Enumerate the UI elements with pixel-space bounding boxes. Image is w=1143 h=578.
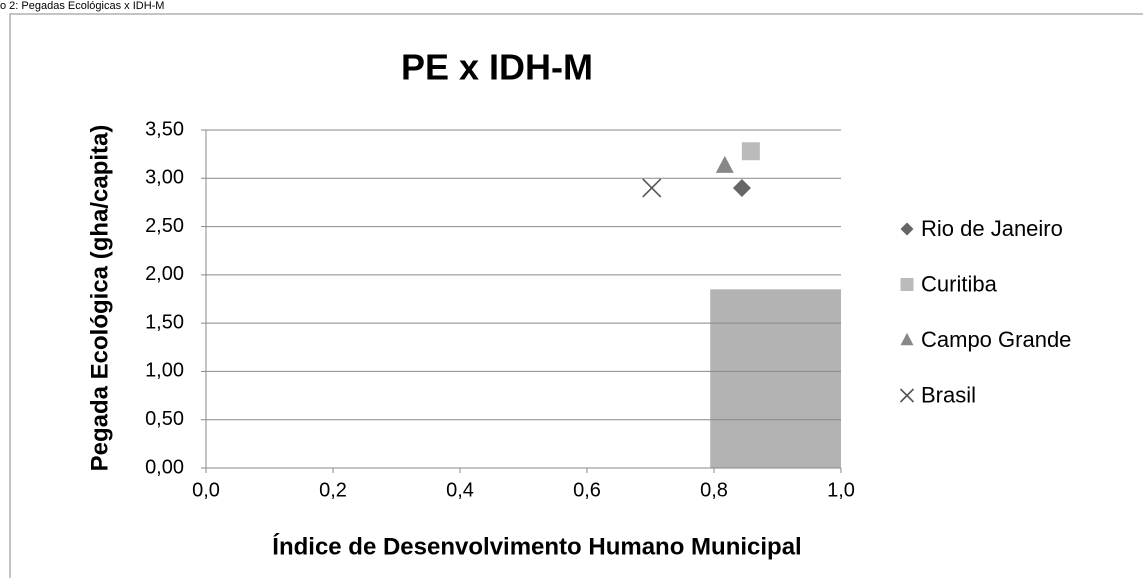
x-tick-label: 0,0 [192, 479, 220, 501]
point [715, 155, 734, 173]
legend-label: Brasil [921, 382, 976, 407]
point [642, 178, 662, 198]
x-tick-label: 0,6 [573, 479, 601, 501]
x-tick-label: 0,4 [446, 479, 474, 501]
shaded-region [710, 289, 841, 468]
y-tick-label: 3,00 [145, 167, 184, 189]
y-tick-label: 3,50 [145, 118, 184, 140]
x-axis-label: Índice de Desenvolvimento Humano Municip… [272, 532, 801, 560]
y-tick-label: 0,00 [145, 456, 184, 478]
point [741, 142, 760, 161]
x-tick-label: 0,2 [319, 479, 347, 501]
chart-title: PE x IDH-M [401, 47, 593, 88]
y-axis-label: Pegada Ecológica (gha/capita) [86, 125, 113, 472]
legend-marker [900, 332, 914, 346]
y-tick-label: 1,00 [145, 360, 184, 382]
legend-marker [899, 388, 915, 403]
point [732, 178, 751, 197]
x-tick-label: 1,0 [827, 479, 855, 501]
legend-marker [900, 222, 914, 236]
x-tick-label: 0,8 [700, 479, 728, 501]
legend-label: Rio de Janeiro [921, 216, 1063, 241]
y-tick-label: 1,50 [145, 311, 184, 333]
y-tick-label: 0,50 [145, 408, 184, 430]
y-tick-label: 2,00 [145, 263, 184, 285]
caption: o 2: Pegadas Ecológicas x IDH-M [0, 0, 164, 12]
legend-label: Curitiba [921, 271, 998, 296]
y-tick-label: 2,50 [145, 215, 184, 237]
legend-marker [900, 278, 914, 291]
chart-border [9, 13, 1143, 578]
legend-label: Campo Grande [921, 327, 1071, 352]
